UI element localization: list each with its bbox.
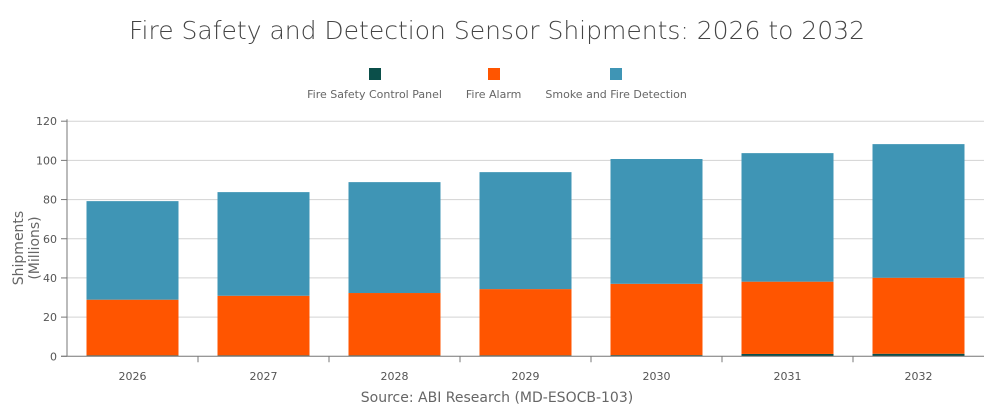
bar-segment bbox=[741, 153, 834, 282]
x-tick-label: 2026 bbox=[119, 370, 147, 383]
y-tick-label: 100 bbox=[36, 154, 57, 167]
legend-item-control-panel[interactable]: Fire Safety Control Panel bbox=[307, 68, 442, 101]
bar-segment bbox=[479, 172, 572, 290]
source-note: Source: ABI Research (MD-ESOCB-103) bbox=[360, 390, 634, 406]
bar-segment bbox=[348, 293, 441, 356]
y-tick-label: 80 bbox=[43, 194, 57, 207]
y-tick-label: 120 bbox=[36, 115, 57, 128]
y-tick-label: 40 bbox=[43, 272, 57, 285]
y-tick-label: 20 bbox=[43, 311, 57, 324]
x-tick-label: 2029 bbox=[512, 370, 540, 383]
legend-item-fire-alarm[interactable]: Fire Alarm bbox=[465, 68, 522, 101]
bar-segment bbox=[872, 277, 965, 354]
bar-segment bbox=[741, 281, 834, 354]
bar-segment bbox=[610, 283, 703, 356]
bar-segment bbox=[479, 289, 572, 356]
legend-swatch bbox=[610, 68, 623, 80]
bar-segment bbox=[872, 353, 965, 357]
x-tick-label: 2028 bbox=[381, 370, 409, 383]
y-tick-label: 60 bbox=[43, 233, 57, 246]
bar-segment bbox=[217, 192, 310, 296]
legend: Fire Safety Control Panel Fire Alarm Smo… bbox=[0, 68, 994, 101]
bar-segment bbox=[872, 144, 965, 278]
x-tick-label: 2031 bbox=[774, 370, 802, 383]
legend-label: Fire Alarm bbox=[465, 88, 522, 101]
x-tick-label: 2027 bbox=[250, 370, 278, 383]
x-tick-label: 2032 bbox=[905, 370, 933, 383]
y-tick-label: 0 bbox=[50, 350, 57, 363]
legend-label: Fire Safety Control Panel bbox=[307, 88, 442, 101]
x-tick-label: 2030 bbox=[643, 370, 671, 383]
legend-label: Smoke and Fire Detection bbox=[545, 88, 687, 101]
bar-segment bbox=[217, 295, 310, 356]
legend-item-smoke-detection[interactable]: Smoke and Fire Detection bbox=[545, 68, 687, 101]
bar-segment bbox=[86, 299, 179, 356]
legend-swatch bbox=[368, 68, 381, 80]
chart-title: Fire Safety and Detection Sensor Shipmen… bbox=[128, 16, 866, 45]
bar-segment bbox=[610, 355, 703, 357]
bar-segment bbox=[348, 182, 441, 294]
bar-segment bbox=[610, 159, 703, 284]
legend-swatch bbox=[487, 68, 500, 80]
bar-segment bbox=[741, 353, 834, 357]
bar-segment bbox=[86, 201, 179, 300]
